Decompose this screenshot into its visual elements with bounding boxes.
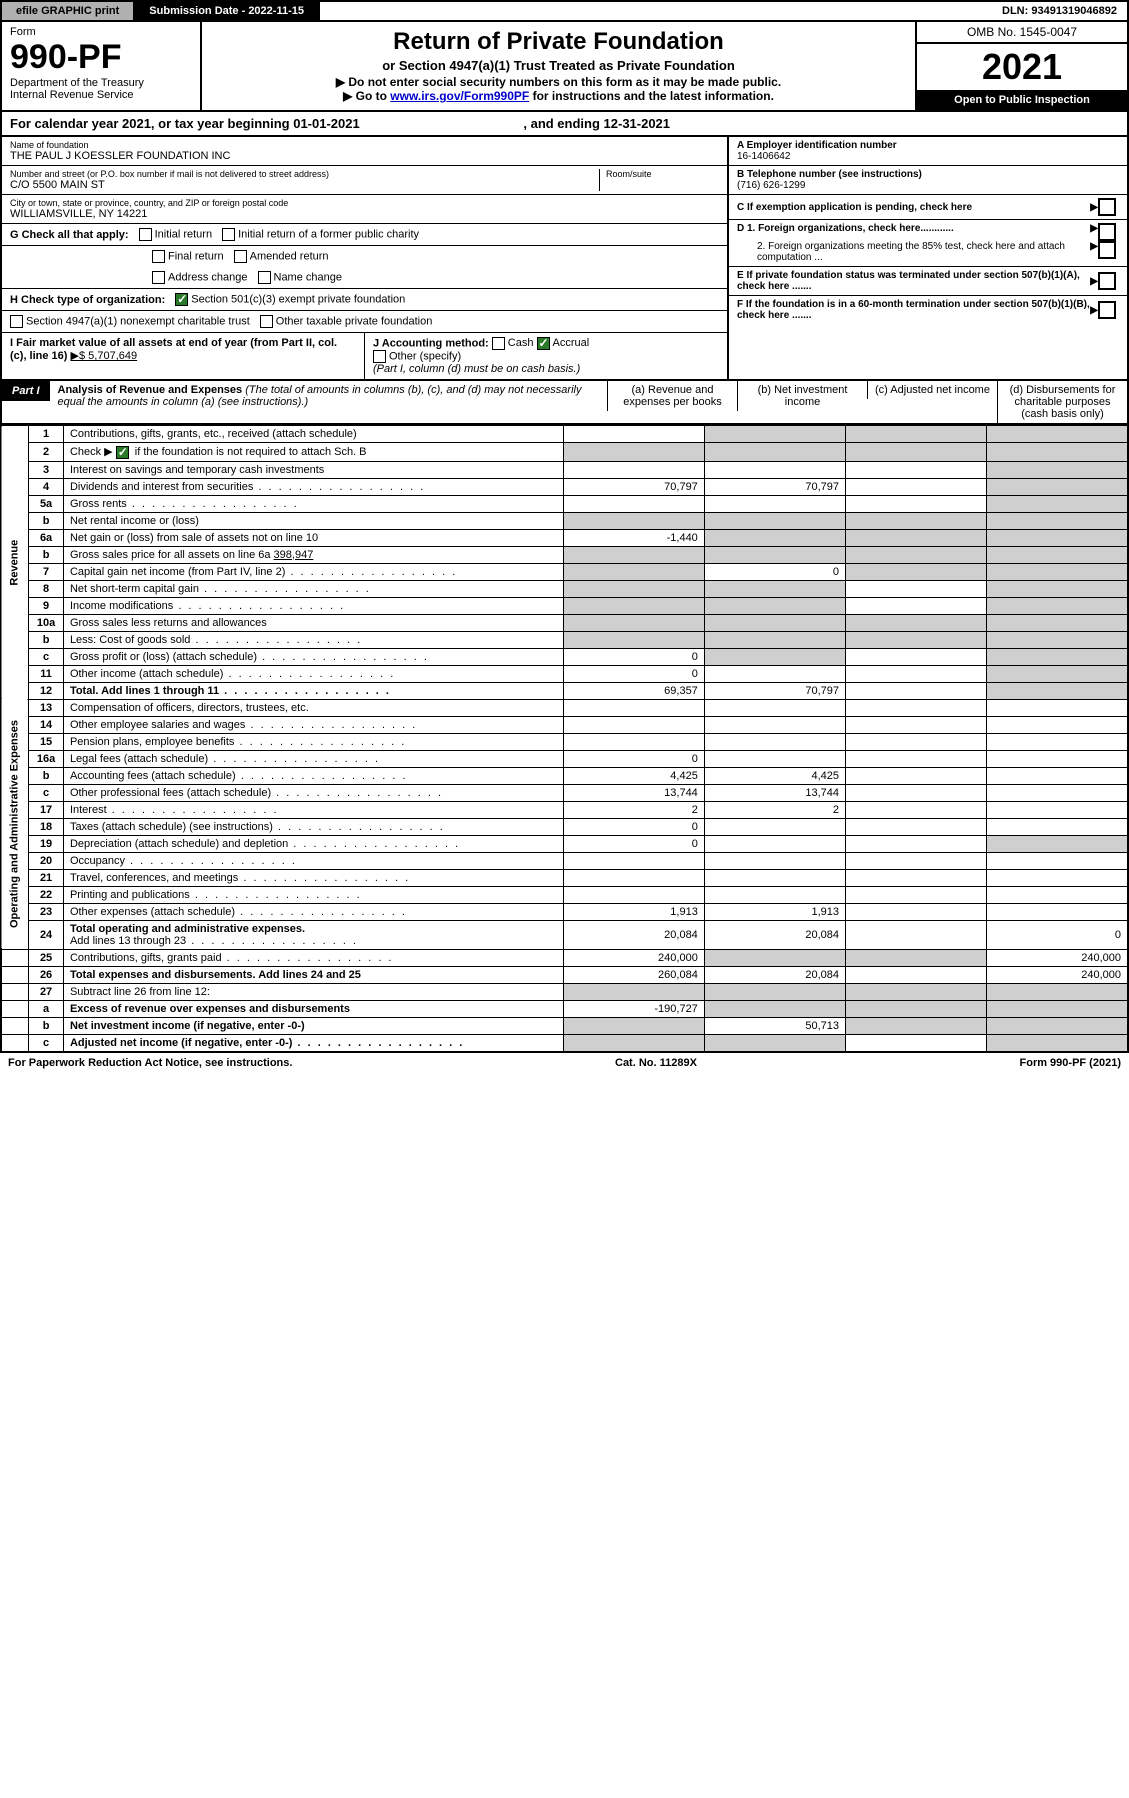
- ein-label: A Employer identification number: [737, 140, 1119, 151]
- name-label: Name of foundation: [10, 140, 719, 150]
- name-change-checkbox[interactable]: [258, 271, 271, 284]
- irs-link[interactable]: www.irs.gov/Form990PF: [390, 89, 529, 103]
- irs-label: Internal Revenue Service: [10, 89, 192, 101]
- d2-checkbox[interactable]: [1098, 241, 1116, 259]
- submission-date: Submission Date - 2022-11-15: [135, 2, 320, 20]
- catalog-number: Cat. No. 11289X: [615, 1057, 697, 1069]
- top-bar: efile GRAPHIC print Submission Date - 20…: [0, 0, 1129, 22]
- dln-number: DLN: 93491319046892: [992, 2, 1127, 20]
- form-number: 990-PF: [10, 38, 192, 77]
- addr-label: Number and street (or P.O. box number if…: [10, 169, 599, 179]
- c-label: C If exemption application is pending, c…: [737, 202, 1090, 213]
- former-charity-checkbox[interactable]: [222, 228, 235, 241]
- final-return-checkbox[interactable]: [152, 250, 165, 263]
- open-public-badge: Open to Public Inspection: [917, 90, 1127, 110]
- ein-value: 16-1406642: [737, 151, 1119, 162]
- initial-return-checkbox[interactable]: [139, 228, 152, 241]
- part1-tag: Part I: [2, 381, 50, 401]
- form-label: Form: [10, 26, 192, 38]
- page-footer: For Paperwork Reduction Act Notice, see …: [0, 1053, 1129, 1073]
- col-d-header: (d) Disbursements for charitable purpose…: [997, 381, 1127, 423]
- form-footer-label: Form 990-PF (2021): [1020, 1057, 1121, 1069]
- h-check-row: H Check type of organization: Section 50…: [2, 289, 727, 311]
- 501c3-checkbox[interactable]: [175, 293, 188, 306]
- address: C/O 5500 MAIN ST: [10, 179, 599, 191]
- city-label: City or town, state or province, country…: [10, 198, 719, 208]
- schb-checkbox[interactable]: [116, 446, 129, 459]
- col-b-header: (b) Net investment income: [737, 381, 867, 411]
- city-state-zip: WILLIAMSVILLE, NY 14221: [10, 208, 719, 220]
- other-method-checkbox[interactable]: [373, 350, 386, 363]
- foundation-name: THE PAUL J KOESSLER FOUNDATION INC: [10, 150, 719, 162]
- identity-block: Name of foundation THE PAUL J KOESSLER F…: [0, 137, 1129, 381]
- calendar-year-line: For calendar year 2021, or tax year begi…: [0, 112, 1129, 137]
- e-checkbox[interactable]: [1098, 272, 1116, 290]
- accrual-checkbox[interactable]: [537, 337, 550, 350]
- part1-bar: Part I Analysis of Revenue and Expenses …: [0, 381, 1129, 425]
- tel-label: B Telephone number (see instructions): [737, 169, 1119, 180]
- i-block: I Fair market value of all assets at end…: [2, 333, 364, 379]
- form-note-1: ▶ Do not enter social security numbers o…: [208, 75, 909, 89]
- g-check-row: G Check all that apply: Initial return I…: [2, 224, 727, 246]
- room-label: Room/suite: [606, 169, 719, 179]
- form-title: Return of Private Foundation: [208, 28, 909, 56]
- dept-label: Department of the Treasury: [10, 77, 192, 89]
- form-header: Form 990-PF Department of the Treasury I…: [0, 22, 1129, 112]
- tax-year: 2021: [917, 44, 1127, 90]
- col-a-header: (a) Revenue and expenses per books: [607, 381, 737, 411]
- other-taxable-checkbox[interactable]: [260, 315, 273, 328]
- tel-value: (716) 626-1299: [737, 180, 1119, 191]
- j-block: J Accounting method: Cash Accrual Other …: [364, 333, 727, 379]
- paperwork-notice: For Paperwork Reduction Act Notice, see …: [8, 1057, 292, 1069]
- financial-table: Revenue 1Contributions, gifts, grants, e…: [0, 425, 1129, 1053]
- col-c-header: (c) Adjusted net income: [867, 381, 997, 399]
- omb-number: OMB No. 1545-0047: [917, 22, 1127, 44]
- f-checkbox[interactable]: [1098, 301, 1116, 319]
- expenses-side-label: Operating and Administrative Expenses: [1, 699, 29, 949]
- d1-checkbox[interactable]: [1098, 223, 1116, 241]
- 4947a1-checkbox[interactable]: [10, 315, 23, 328]
- address-change-checkbox[interactable]: [152, 271, 165, 284]
- efile-print-button[interactable]: efile GRAPHIC print: [2, 2, 135, 20]
- form-subtitle: or Section 4947(a)(1) Trust Treated as P…: [208, 58, 909, 73]
- cash-checkbox[interactable]: [492, 337, 505, 350]
- fmv-value: ▶$ 5,707,649: [71, 350, 138, 362]
- revenue-side-label: Revenue: [1, 426, 29, 700]
- form-note-2: ▶ Go to www.irs.gov/Form990PF for instru…: [208, 89, 909, 103]
- amended-return-checkbox[interactable]: [234, 250, 247, 263]
- c-checkbox[interactable]: [1098, 198, 1116, 216]
